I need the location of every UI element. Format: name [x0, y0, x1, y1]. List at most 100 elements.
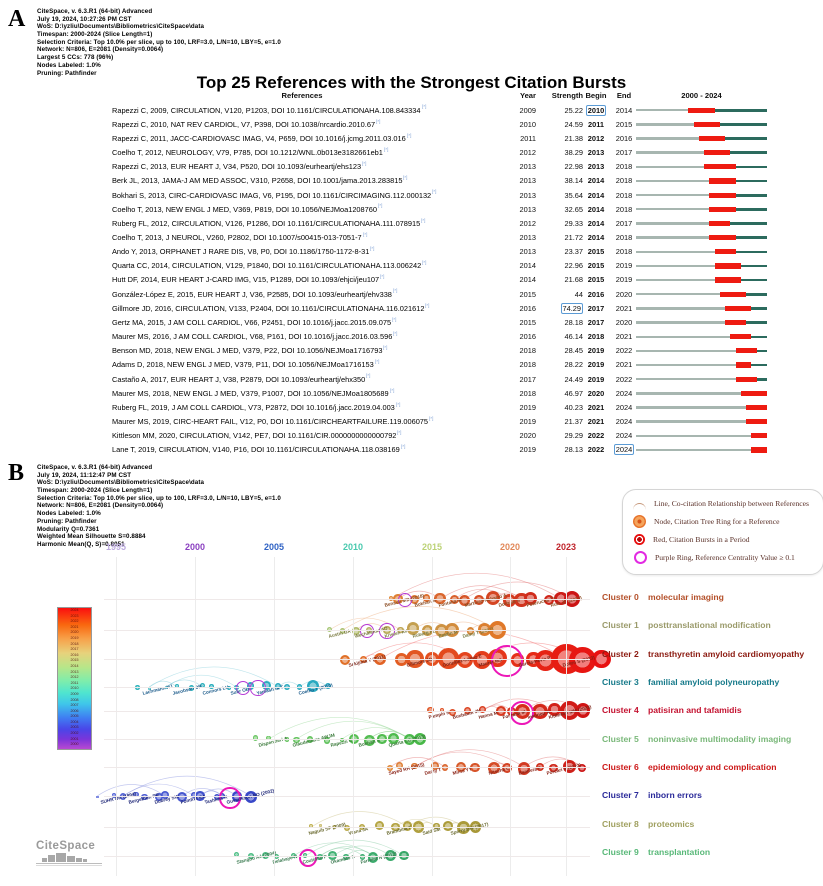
cluster-baseline — [104, 630, 590, 631]
reference-link-marker[interactable]: [*] — [429, 415, 434, 421]
burst-strength: 46.97 — [564, 388, 584, 398]
panel-b-label: B — [8, 460, 25, 486]
burst-begin: 2014 — [587, 190, 605, 200]
burst-segment — [735, 348, 757, 354]
col-timeline-range: 2000 - 2024 — [681, 91, 722, 100]
axis-gridline — [566, 557, 567, 876]
cluster-name-label: epidemiology and complication — [648, 762, 777, 773]
reference-link-marker[interactable]: [*] — [393, 330, 398, 336]
burst-segment — [698, 135, 726, 142]
reference-link-marker[interactable]: [*] — [383, 345, 388, 351]
burst-begin: 2013 — [587, 148, 605, 158]
burst-segment — [714, 263, 741, 269]
reference-link-marker[interactable]: [*] — [397, 429, 402, 435]
reference-link-marker[interactable]: [*] — [421, 217, 426, 223]
reference-link-marker[interactable]: [*] — [370, 245, 375, 251]
table-row: Kittleson MM, 2020, CIRCULATION, V142, P… — [0, 429, 823, 443]
burst-begin: 2020 — [587, 388, 605, 398]
table-row: Quarta CC, 2014, CIRCULATION, V129, P184… — [0, 259, 823, 273]
burst-end: 2019 — [615, 275, 633, 285]
burst-timeline-bar — [636, 358, 767, 372]
cluster-id-label: Cluster 3 — [602, 677, 639, 688]
citespace-params-panel-a: CiteSpace, v. 6.3.R1 (64-bit) Advanced Ju… — [37, 8, 281, 77]
citation-node — [422, 594, 431, 602]
reference-citation: Benson MD, 2018, NEW ENGL J MED, V379, P… — [112, 346, 383, 356]
reference-citation: Maurer MS, 2018, NEW ENGL J MED, V379, P… — [112, 388, 389, 398]
post-burst-segment — [735, 165, 767, 169]
burst-strength: 29.33 — [564, 218, 584, 228]
citespace-params-panel-b: CiteSpace, v. 6.3.R1 (64-bit) Advanced Ju… — [37, 464, 281, 549]
publication-year: 2020 — [519, 431, 536, 441]
colorbar-year-label: 2012 — [70, 675, 79, 680]
burst-segment — [746, 404, 767, 411]
centrality-ring-icon — [634, 550, 647, 564]
publication-year: 2009 — [519, 105, 536, 115]
table-row: Maurer MS, 2018, NEW ENGL J MED, V379, P… — [0, 386, 823, 400]
reference-link-marker[interactable]: [*] — [375, 359, 380, 365]
citation-node — [517, 761, 531, 775]
burst-segment — [735, 376, 757, 382]
reference-link-marker[interactable]: [*] — [363, 231, 368, 237]
citation-node — [133, 791, 139, 798]
reference-link-marker[interactable]: [*] — [422, 104, 427, 110]
node-label: Dispenzieri A — [258, 735, 288, 748]
colorbar-year-label: 2018 — [70, 641, 79, 646]
reference-link-marker[interactable]: [*] — [422, 260, 427, 266]
reference-link-marker[interactable]: [*] — [390, 387, 395, 393]
reference-link-marker[interactable]: [*] — [393, 288, 398, 294]
reference-link-marker[interactable]: [*] — [396, 401, 401, 407]
citation-node — [559, 701, 580, 721]
colorbar-year-label: 2010 — [70, 686, 79, 691]
citation-node — [591, 649, 611, 669]
burst-strength: 28.13 — [564, 445, 584, 455]
reference-link-marker[interactable]: [*] — [392, 316, 397, 322]
reference-link-marker[interactable]: [*] — [376, 118, 381, 124]
reference-link-marker[interactable]: [*] — [401, 444, 406, 450]
citation-node — [326, 626, 333, 633]
burst-begin: 2019 — [587, 346, 605, 356]
cluster-baseline — [104, 739, 590, 740]
cluster-name-label: proteomics — [648, 818, 695, 829]
reference-link-marker[interactable]: [*] — [403, 175, 408, 181]
publication-year: 2018 — [519, 346, 536, 356]
param-line: Harmonic Mean(Q, S)=0.8051 — [37, 540, 125, 548]
burst-end: 2015 — [615, 119, 633, 129]
reference-citation: Adams D, 2018, NEW ENGL J MED, V379, P11… — [112, 360, 374, 370]
table-row: Adams D, 2018, NEW ENGL J MED, V379, P11… — [0, 358, 823, 372]
publication-year: 2012 — [519, 148, 536, 158]
citation-node — [293, 737, 300, 744]
reference-link-marker[interactable]: [*] — [425, 302, 430, 308]
burst-end: 2014 — [615, 105, 633, 115]
citation-node — [548, 703, 561, 716]
burst-timeline-bar — [636, 273, 767, 287]
axis-year-label: 2015 — [421, 542, 443, 552]
cluster-name-label: inborn errors — [648, 790, 702, 801]
panel-a-label: A — [8, 6, 26, 32]
pre-burst-segment — [636, 109, 689, 112]
publication-year: 2019 — [519, 417, 536, 427]
table-row: Castaño A, 2017, EUR HEART J, V38, P2879… — [0, 372, 823, 386]
param-line: Network: N=806, E=2081 (Density=0.0064) — [37, 502, 164, 510]
network-legend: Line, Co-citation Relationship between R… — [622, 489, 823, 575]
burst-strength: 24.49 — [564, 374, 584, 384]
table-row: Benson MD, 2018, NEW ENGL J MED, V379, P… — [0, 344, 823, 358]
cluster-baseline — [104, 687, 590, 688]
axis-gridline — [432, 557, 433, 876]
cluster-baseline — [104, 659, 590, 660]
reference-link-marker[interactable]: [*] — [407, 132, 412, 138]
reference-link-marker[interactable]: [*] — [362, 161, 367, 167]
reference-citation: Rapezzi C, 2009, CIRCULATION, V120, P120… — [112, 105, 421, 115]
cluster-baseline — [104, 767, 590, 768]
reference-link-marker[interactable]: [*] — [378, 203, 383, 209]
table-row: Bokhari S, 2013, CIRC-CARDIOVASC IMAG, V… — [0, 188, 823, 202]
burst-end: 2016 — [615, 133, 633, 143]
reference-link-marker[interactable]: [*] — [432, 189, 437, 195]
reference-link-marker[interactable]: [*] — [366, 373, 371, 379]
post-burst-segment — [751, 307, 767, 310]
burst-end: 2018 — [615, 204, 633, 214]
reference-link-marker[interactable]: [*] — [384, 146, 389, 152]
reference-link-marker[interactable]: [*] — [380, 274, 385, 280]
table-row: Lane T, 2019, CIRCULATION, V140, P16, DO… — [0, 443, 823, 457]
citation-node — [374, 821, 384, 831]
legend-label: Red, Citation Bursts in a Period — [653, 534, 750, 544]
